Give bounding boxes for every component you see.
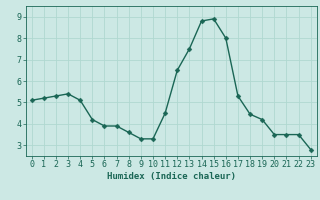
X-axis label: Humidex (Indice chaleur): Humidex (Indice chaleur) xyxy=(107,172,236,181)
